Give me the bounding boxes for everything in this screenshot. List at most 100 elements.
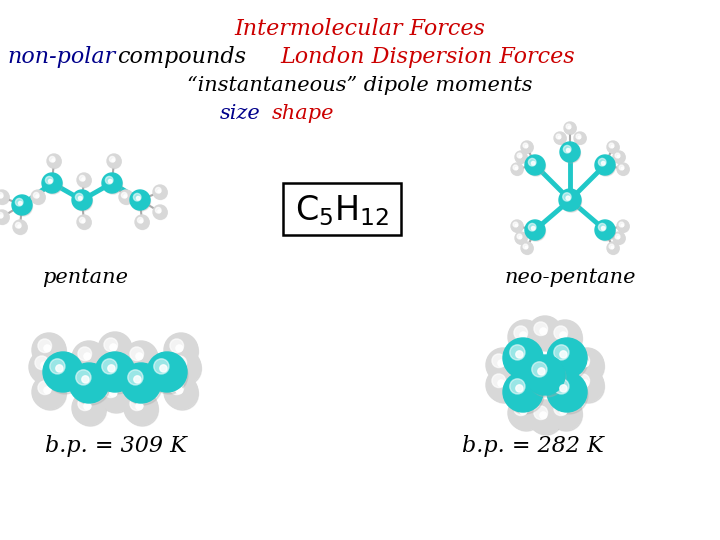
Circle shape xyxy=(48,155,61,168)
Text: b.p. = 282 K: b.p. = 282 K xyxy=(462,435,604,457)
Circle shape xyxy=(78,197,82,200)
Circle shape xyxy=(84,403,91,410)
Circle shape xyxy=(492,374,505,388)
Circle shape xyxy=(41,362,48,369)
Circle shape xyxy=(19,201,22,205)
Circle shape xyxy=(82,178,85,181)
Circle shape xyxy=(506,376,544,414)
Circle shape xyxy=(617,155,620,158)
Circle shape xyxy=(516,224,518,227)
Circle shape xyxy=(167,350,201,384)
Circle shape xyxy=(608,142,619,153)
Circle shape xyxy=(109,157,115,162)
Circle shape xyxy=(110,390,117,397)
Circle shape xyxy=(598,224,606,231)
Circle shape xyxy=(532,362,547,377)
Circle shape xyxy=(516,152,527,164)
Circle shape xyxy=(486,368,520,402)
Circle shape xyxy=(156,207,161,213)
Circle shape xyxy=(50,157,55,162)
Circle shape xyxy=(95,352,135,392)
Circle shape xyxy=(510,345,525,360)
Bar xyxy=(283,183,401,235)
Circle shape xyxy=(126,344,158,376)
Circle shape xyxy=(570,348,604,382)
Circle shape xyxy=(609,244,614,249)
Circle shape xyxy=(52,159,55,161)
Circle shape xyxy=(613,151,625,163)
Circle shape xyxy=(38,381,52,395)
Circle shape xyxy=(43,352,83,392)
Circle shape xyxy=(550,399,582,431)
Circle shape xyxy=(516,385,523,392)
Circle shape xyxy=(124,195,127,198)
Circle shape xyxy=(568,126,571,129)
Circle shape xyxy=(514,402,528,416)
Circle shape xyxy=(601,161,605,165)
Circle shape xyxy=(566,124,571,129)
Circle shape xyxy=(576,374,590,388)
Circle shape xyxy=(528,316,562,350)
Circle shape xyxy=(29,350,63,384)
Circle shape xyxy=(523,244,528,249)
Circle shape xyxy=(550,323,582,355)
Circle shape xyxy=(503,338,543,378)
Circle shape xyxy=(147,352,187,392)
Circle shape xyxy=(514,326,528,340)
Circle shape xyxy=(511,163,523,175)
Circle shape xyxy=(512,164,523,176)
Circle shape xyxy=(31,190,45,204)
Circle shape xyxy=(98,332,132,366)
Circle shape xyxy=(560,332,567,339)
Circle shape xyxy=(508,320,542,354)
Circle shape xyxy=(124,391,158,425)
Circle shape xyxy=(492,354,505,368)
Circle shape xyxy=(488,351,521,383)
Circle shape xyxy=(562,144,580,163)
Circle shape xyxy=(130,397,143,410)
Circle shape xyxy=(618,221,629,232)
Circle shape xyxy=(72,367,110,405)
Circle shape xyxy=(154,206,167,219)
Circle shape xyxy=(611,145,613,147)
Circle shape xyxy=(124,341,158,375)
Circle shape xyxy=(0,190,9,204)
Circle shape xyxy=(528,158,536,166)
Circle shape xyxy=(607,242,619,254)
Circle shape xyxy=(150,356,188,394)
Circle shape xyxy=(621,167,624,170)
Circle shape xyxy=(550,376,588,414)
Circle shape xyxy=(32,375,66,409)
Circle shape xyxy=(136,353,143,360)
Circle shape xyxy=(79,218,85,223)
Circle shape xyxy=(121,363,161,403)
Circle shape xyxy=(548,396,582,430)
Circle shape xyxy=(179,362,186,369)
Circle shape xyxy=(525,220,545,240)
Circle shape xyxy=(160,365,167,372)
Circle shape xyxy=(119,190,133,204)
Circle shape xyxy=(77,215,91,229)
Circle shape xyxy=(42,173,62,193)
Circle shape xyxy=(0,215,3,218)
Circle shape xyxy=(50,359,65,374)
Circle shape xyxy=(153,185,167,199)
Circle shape xyxy=(503,372,543,412)
Circle shape xyxy=(548,320,582,354)
Circle shape xyxy=(43,175,63,194)
Circle shape xyxy=(506,342,544,380)
Circle shape xyxy=(563,193,571,201)
Circle shape xyxy=(582,380,589,387)
Circle shape xyxy=(35,336,66,368)
Circle shape xyxy=(130,347,143,361)
Circle shape xyxy=(582,360,589,367)
Circle shape xyxy=(0,210,9,224)
Circle shape xyxy=(35,356,48,369)
Circle shape xyxy=(513,222,518,227)
Text: compounds: compounds xyxy=(117,46,246,68)
Text: pentane: pentane xyxy=(42,268,128,287)
Circle shape xyxy=(0,191,9,205)
Circle shape xyxy=(166,336,199,368)
Circle shape xyxy=(176,345,183,352)
Circle shape xyxy=(156,187,161,193)
